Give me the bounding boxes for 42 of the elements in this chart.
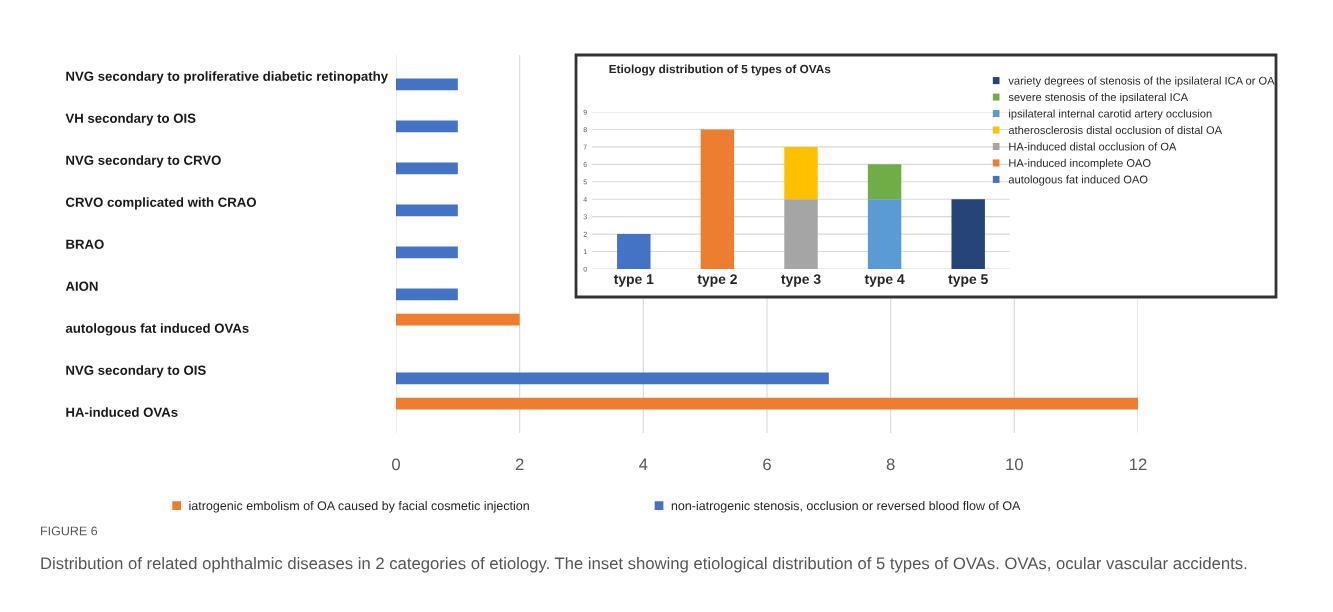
- bar: [396, 313, 520, 326]
- legend-label: atherosclerosis distal occlusion of distal OA: [1008, 125, 1223, 135]
- caption: FIGURE 6: [41, 526, 98, 536]
- x-tick-label: type 4: [864, 274, 905, 287]
- legend-label: HA-induced incomplete OAO: [1009, 158, 1151, 170]
- legend-label: autologous fat induced OAO: [1008, 175, 1148, 186]
- y-tick-label: BRAO: [66, 239, 104, 249]
- x-tick-label: 10: [1006, 458, 1023, 471]
- x-tick-label: 0: [392, 458, 400, 471]
- bar: [396, 204, 458, 217]
- x-tick-label: 4: [639, 458, 648, 471]
- x-tick-label: 12: [1130, 458, 1147, 471]
- x-tick-label: 6: [763, 458, 771, 471]
- y-tick-label: NVG secondary to OIS: [66, 365, 206, 378]
- x-tick-label: type 1: [613, 274, 654, 287]
- bar: [396, 288, 458, 301]
- y-tick-label: NVG secondary to CRVO: [66, 155, 221, 168]
- bar: [396, 120, 458, 133]
- y-tick-label: NVG secondary to proliferative diabetic retinopathy: [66, 71, 388, 84]
- x-tick-label: 8: [886, 458, 895, 471]
- x-tick-label: type 2: [697, 274, 737, 287]
- y-tick-label: HA-induced OVAs: [66, 407, 178, 417]
- text: Distribution of related ophthalmic diseases in 2 categories of etiology. The inset showing etiological distribution of 5 types of OVAs. OVAs, ocular vascular accidents.: [41, 557, 1247, 573]
- bar: [396, 246, 458, 259]
- legend-label: non-iatrogenic stenosis, occlusion or reversed blood flow of OA: [671, 500, 1021, 513]
- x-tick-label: 2: [515, 458, 524, 471]
- bar: [396, 162, 458, 175]
- x-tick-label: type 3: [781, 274, 821, 287]
- legend-label: ipsilateral internal carotid artery occlusion: [1009, 109, 1212, 120]
- legend-label: severe stenosis of the ipsilateral ICA: [1008, 92, 1189, 104]
- legend-label: variety degrees of stenosis of the ipsilateral ICA or OA: [1008, 76, 1275, 87]
- legend-label: HA-induced distal occlusion of OA: [1009, 142, 1177, 151]
- chart-title: Etiology distribution of 5 types of OVAs: [609, 64, 831, 76]
- y-tick-label: autologous fat induced OVAs: [65, 323, 249, 336]
- x-tick-label: type 5: [948, 274, 988, 287]
- bar: [396, 397, 1138, 410]
- bar: [396, 372, 829, 385]
- y-tick-label: AION: [65, 281, 98, 291]
- y-tick-label: VH secondary to OIS: [65, 113, 196, 126]
- legend-label: iatrogenic embolism of OA caused by facial cosmetic injection: [189, 500, 529, 513]
- y-tick-label: CRVO complicated with CRAO: [65, 197, 256, 210]
- bar: [396, 78, 458, 91]
